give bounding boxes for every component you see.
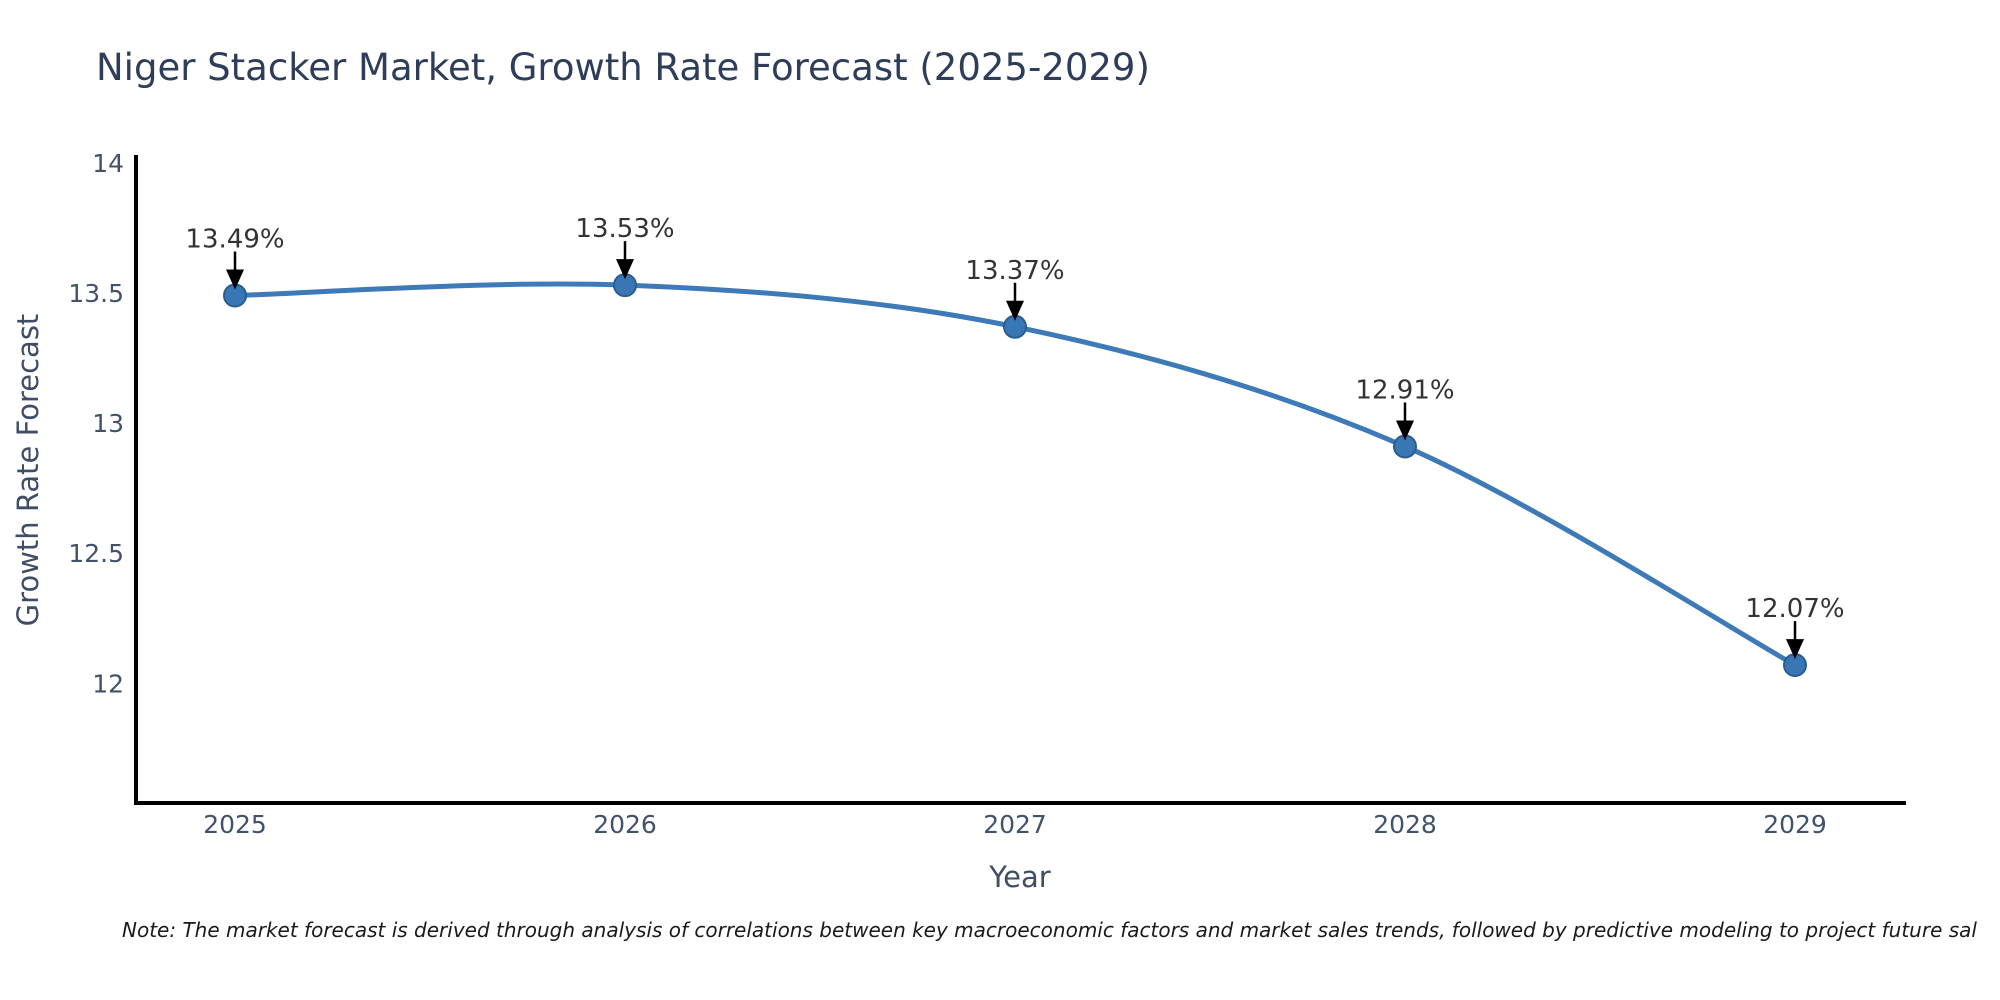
y-tick-label: 13.5 bbox=[68, 279, 124, 308]
y-tick-label: 12 bbox=[92, 669, 124, 698]
y-tick-label: 13 bbox=[92, 409, 124, 438]
x-tick-label: 2029 bbox=[1763, 810, 1827, 839]
y-tick-label: 14 bbox=[92, 149, 124, 178]
annotation-label: 12.91% bbox=[1355, 375, 1454, 405]
annotation-label: 12.07% bbox=[1745, 594, 1844, 624]
series-line bbox=[232, 281, 1798, 668]
annotation-arrowhead bbox=[1396, 420, 1414, 441]
x-tick-label: 2026 bbox=[593, 810, 657, 839]
footnote: Note: The market forecast is derived thr… bbox=[122, 918, 1977, 942]
annotation-arrowhead bbox=[1786, 639, 1804, 660]
annotation-arrowhead bbox=[226, 269, 244, 290]
annotation-arrowhead bbox=[616, 259, 634, 280]
x-tick-label: 2028 bbox=[1373, 810, 1437, 839]
annotation-arrowhead bbox=[1006, 300, 1024, 321]
annotation-label: 13.37% bbox=[965, 256, 1064, 286]
x-tick-label: 2025 bbox=[203, 810, 267, 839]
axis-spines bbox=[134, 155, 1906, 805]
y-tick-label: 12.5 bbox=[68, 539, 124, 568]
annotation-label: 13.49% bbox=[185, 225, 284, 255]
x-axis-title: Year bbox=[989, 860, 1051, 894]
chart-title: Niger Stacker Market, Growth Rate Foreca… bbox=[96, 46, 1150, 89]
annotation-label: 13.53% bbox=[575, 214, 674, 244]
x-tick-label: 2027 bbox=[983, 810, 1047, 839]
